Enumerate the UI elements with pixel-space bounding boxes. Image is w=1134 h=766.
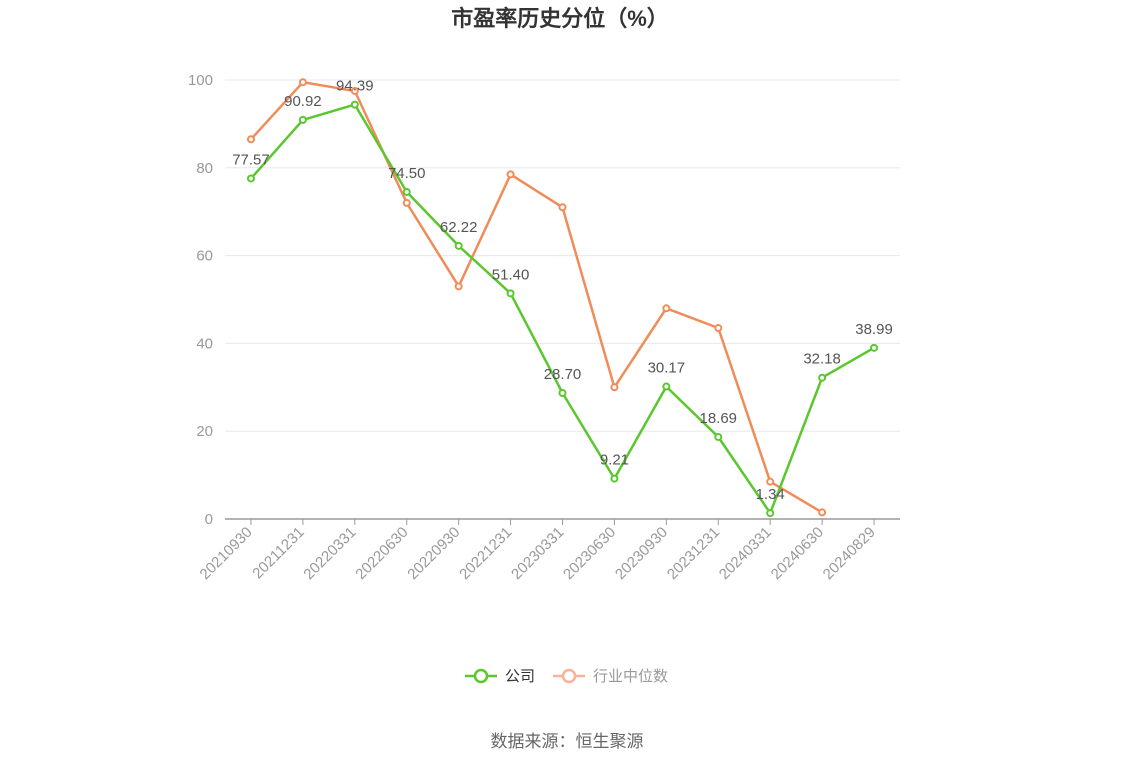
company-point <box>610 474 619 483</box>
data-label: 30.17 <box>648 360 686 377</box>
x-tick-label: 20220930 <box>404 524 463 583</box>
data-label: 28.70 <box>544 366 582 383</box>
industry-point <box>714 324 723 333</box>
data-labels: 77.57 90.92 94.39 74.50 62.22 51.40 28.70 9.21 3… <box>232 78 893 503</box>
legend-item-industry[interactable]: 行业中位数 <box>553 668 668 685</box>
legend-marker <box>561 668 577 684</box>
data-label: 77.57 <box>232 151 270 168</box>
x-tick-label: 20230930 <box>612 524 671 583</box>
data-label: 38.99 <box>855 321 893 338</box>
y-tick-label: 100 <box>188 72 213 89</box>
source-note: 数据来源：恒生聚源 <box>491 732 644 751</box>
x-tick-label: 20221231 <box>456 524 515 583</box>
industry-point <box>298 78 307 87</box>
series-layer <box>246 78 879 518</box>
x-tick-label: 20220331 <box>300 524 359 583</box>
company-point <box>506 289 515 298</box>
grid-lines <box>225 79 900 432</box>
company-point <box>870 343 879 352</box>
y-tick-label: 0 <box>205 511 213 528</box>
y-tick-label: 80 <box>196 160 213 177</box>
x-tick-label: 20220630 <box>352 524 411 583</box>
industry-point <box>246 135 255 144</box>
data-label: 9.21 <box>600 452 629 469</box>
y-axis: 0 20 40 60 80 100 <box>188 72 213 528</box>
data-label: 32.18 <box>803 351 841 368</box>
industry-point <box>662 304 671 313</box>
y-tick-label: 20 <box>196 423 213 440</box>
x-tick-label: 20210930 <box>197 524 256 583</box>
industry-point <box>454 282 463 291</box>
industry-point <box>610 383 619 392</box>
company-point <box>558 389 567 398</box>
company-point <box>246 174 255 183</box>
industry-point <box>506 170 515 179</box>
company-line <box>250 103 875 515</box>
company-point <box>402 187 411 196</box>
company-point <box>818 373 827 382</box>
x-tick-label: 20231231 <box>664 524 723 583</box>
data-label: 1.34 <box>756 486 785 503</box>
industry-point <box>818 508 827 517</box>
company-point <box>454 241 463 250</box>
data-label: 62.22 <box>440 219 478 236</box>
data-label: 18.69 <box>699 410 737 427</box>
legend-label: 公司 <box>505 668 535 685</box>
x-tick-label: 20211231 <box>249 524 307 582</box>
company-point <box>766 509 775 518</box>
x-tick-label: 20230331 <box>508 524 567 583</box>
data-label: 90.92 <box>284 93 322 110</box>
chart-title: 市盈率历史分位（%） <box>451 6 669 31</box>
x-tick-label: 20240630 <box>768 524 827 583</box>
industry-point <box>766 477 775 486</box>
data-label: 74.50 <box>388 165 426 182</box>
x-tick-label: 20230630 <box>560 524 619 583</box>
company-point <box>662 382 671 391</box>
legend-label: 行业中位数 <box>593 668 668 685</box>
data-label: 94.39 <box>336 78 374 95</box>
y-tick-label: 40 <box>196 335 213 352</box>
data-label: 51.40 <box>492 266 530 283</box>
company-point <box>714 432 723 441</box>
industry-point <box>350 86 359 95</box>
x-tick-label: 20240829 <box>820 524 879 583</box>
x-axis: 2021093020211231202203312022063020220930… <box>197 518 900 583</box>
company-point <box>298 115 307 124</box>
industry-point <box>558 203 567 212</box>
industry-median-line <box>250 80 823 514</box>
company-point <box>350 100 359 109</box>
industry-point <box>402 198 411 207</box>
x-tick-label: 20240331 <box>716 524 775 583</box>
legend[interactable]: 公司 行业中位数 <box>465 668 668 685</box>
legend-item-company[interactable]: 公司 <box>465 668 535 685</box>
y-tick-label: 60 <box>196 248 213 265</box>
legend-marker <box>473 668 489 684</box>
